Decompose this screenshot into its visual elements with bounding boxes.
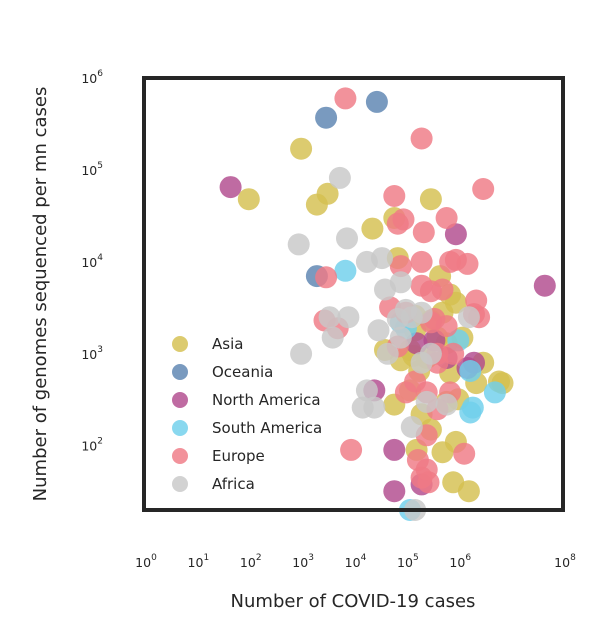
data-point [287,233,310,256]
y-tick-label: 104 [81,253,103,270]
y-tick-label: 105 [81,161,103,178]
data-point [318,306,341,329]
data-point [400,306,423,329]
legend-label: South America [212,419,322,437]
data-point [305,193,328,216]
plot-frame [142,76,565,512]
data-point [290,342,313,365]
legend-label: Europe [212,447,265,465]
x-tick-label: 100 [135,553,157,570]
data-point [435,207,458,229]
data-point [383,480,406,503]
legend: Asia Oceania North America South America Eur… [172,335,322,493]
y-tick-label: 103 [81,345,103,362]
y-axis-tick-labels: 102 103 104 105 106 [81,69,103,454]
data-point [315,106,338,129]
legend-label: North America [212,391,321,409]
x-axis-title: Number of COVID-19 cases [231,591,476,612]
data-point [483,381,506,404]
data-point [453,442,476,465]
data-point [334,87,357,110]
data-point [337,306,360,329]
data-point [457,480,480,503]
data-point [456,252,479,275]
legend-marker [172,476,188,492]
legend-label: Oceania [212,363,273,381]
legend-label: Asia [212,335,243,353]
legend-marker [172,336,188,352]
x-tick-label: 102 [240,553,262,570]
data-point [290,137,313,160]
data-point [410,351,433,374]
data-point [392,208,415,231]
data-point [219,176,242,199]
data-point [340,438,363,461]
data-point [394,381,417,404]
data-point [371,247,393,270]
legend-marker [172,364,188,380]
data-point [321,326,344,349]
x-tick-label: 105 [397,553,419,570]
x-tick-label: 103 [292,553,314,570]
data-point [415,390,438,413]
y-tick-label: 102 [81,437,103,454]
x-tick-label: 101 [188,553,210,570]
data-point [367,319,390,342]
data-point [444,223,467,246]
data-point [383,438,406,461]
data-point [435,393,458,416]
data-point [419,280,442,303]
data-point [389,255,412,278]
y-axis-title: Number of genomes sequenced per mn cases [30,87,51,502]
data-point [415,458,438,481]
data-point [383,185,406,207]
data-point [376,342,399,365]
data-point [410,250,433,273]
data-point [328,166,351,189]
data-point [459,401,482,424]
data-point [237,188,260,211]
legend-label: Africa [212,475,255,493]
data-point [365,90,388,113]
y-tick-label: 106 [81,69,103,86]
data-point [361,217,384,240]
data-point [419,188,442,211]
data-point [533,274,556,297]
data-point [410,127,433,150]
data-point [334,259,357,282]
data-point [315,266,338,289]
x-tick-label: 106 [449,553,471,570]
data-point [400,416,423,438]
data-point [412,221,435,244]
data-points [219,87,556,521]
data-point [374,278,396,301]
data-point [355,379,378,402]
legend-marker [172,392,188,408]
data-point [459,360,482,382]
data-point [472,178,495,200]
data-point [389,326,412,349]
x-tick-label: 104 [345,553,367,570]
x-tick-label: 108 [554,553,576,570]
data-point [457,306,480,329]
legend-marker [172,448,188,464]
data-point [336,227,358,250]
legend-marker [172,420,188,436]
data-point [351,396,374,419]
x-axis-tick-labels: 100 101 102 103 104 105 106 108 [135,553,576,570]
